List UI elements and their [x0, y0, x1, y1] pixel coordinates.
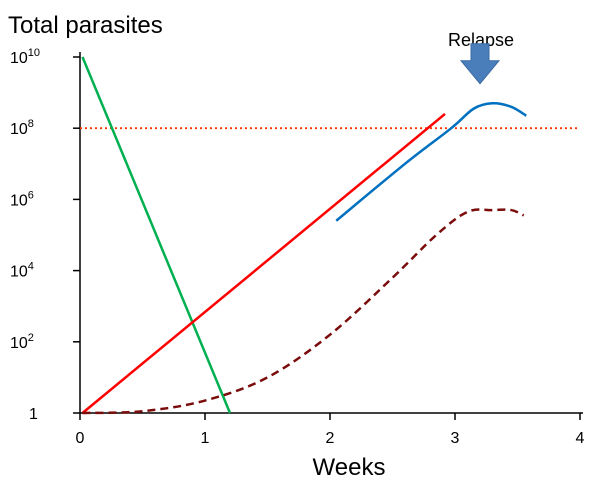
x-tick-label: 3	[451, 430, 460, 447]
y-tick-label: 106	[10, 189, 34, 209]
annotation-label: Relapse	[448, 30, 514, 50]
y-tick-label: 1	[29, 406, 38, 423]
series-group	[81, 56, 527, 415]
y-tick-label: 104	[10, 261, 34, 281]
down-arrow-icon	[459, 43, 501, 85]
y-tick-label: 1010	[10, 47, 40, 67]
x-tick-label: 1	[201, 430, 210, 447]
y-ticks: 1 102 104 106 108 1010	[10, 47, 80, 423]
series-line-3	[335, 102, 527, 222]
series-line-2	[81, 112, 446, 414]
series-line-1	[81, 56, 232, 414]
y-tick-label: 108	[10, 118, 34, 138]
y-tick-label: 102	[10, 332, 34, 352]
series-line-4	[82, 208, 525, 415]
y-axis-title: Total parasites	[8, 12, 163, 39]
x-axis-title: Weeks	[313, 454, 386, 481]
x-tick-label: 4	[576, 430, 585, 447]
x-tick-label: 2	[326, 430, 335, 447]
x-tick-label: 0	[76, 430, 85, 447]
annotations: Relapse	[448, 30, 514, 85]
x-ticks: 0 1 2 3 4	[76, 413, 585, 447]
